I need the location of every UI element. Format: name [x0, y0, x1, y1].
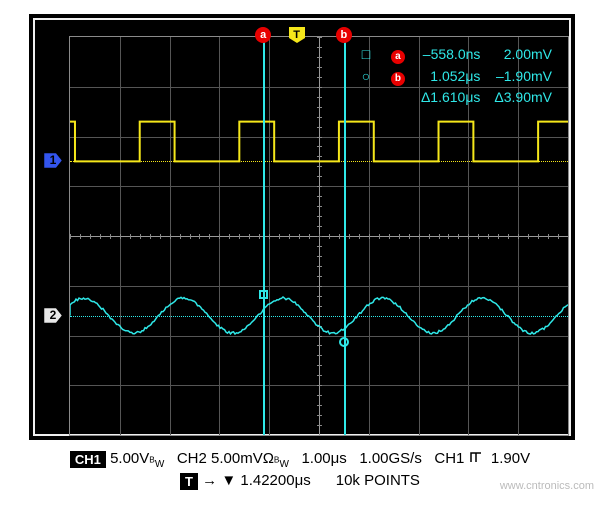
ch-marker: 1 [44, 153, 62, 168]
ch-marker: 2 [44, 308, 62, 323]
cursor-badge: b [336, 27, 352, 43]
trig-level: 1.90V [491, 450, 530, 467]
ch1-label: CH1 [70, 451, 106, 468]
rising-edge-icon [469, 450, 483, 468]
timebase: 1.00μs [301, 450, 346, 467]
cursor-a-marker [259, 290, 268, 299]
trig-ch: CH1 [434, 450, 464, 467]
ch1-scale: 5.00V [110, 450, 149, 467]
arrow-icon: → ▼ [202, 472, 236, 489]
ch2-scale: 5.00mVΩ [211, 450, 274, 467]
points: 10k POINTS [336, 472, 420, 489]
cursor-readout: □a–558.0ns2.00mV○b1.052μs–1.90mVΔ1.610μs… [349, 43, 560, 110]
sample-rate: 1.00GS/s [359, 450, 422, 467]
bw-icon: BW [149, 459, 164, 470]
scope-frame: 12abT□a–558.0ns2.00mV○b1.052μs–1.90mVΔ1.… [29, 14, 575, 440]
t-label: T [180, 473, 198, 490]
plot-area: 12abT□a–558.0ns2.00mV○b1.052μs–1.90mVΔ1.… [69, 36, 569, 436]
ch2-label: CH2 [177, 450, 207, 467]
t-offset: 1.42200μs [240, 472, 310, 489]
trigger-badge: T [289, 27, 305, 43]
watermark: www.cntronics.com [500, 480, 594, 492]
bw-icon-2: BW [274, 459, 289, 470]
cursor-b-marker [339, 337, 349, 347]
